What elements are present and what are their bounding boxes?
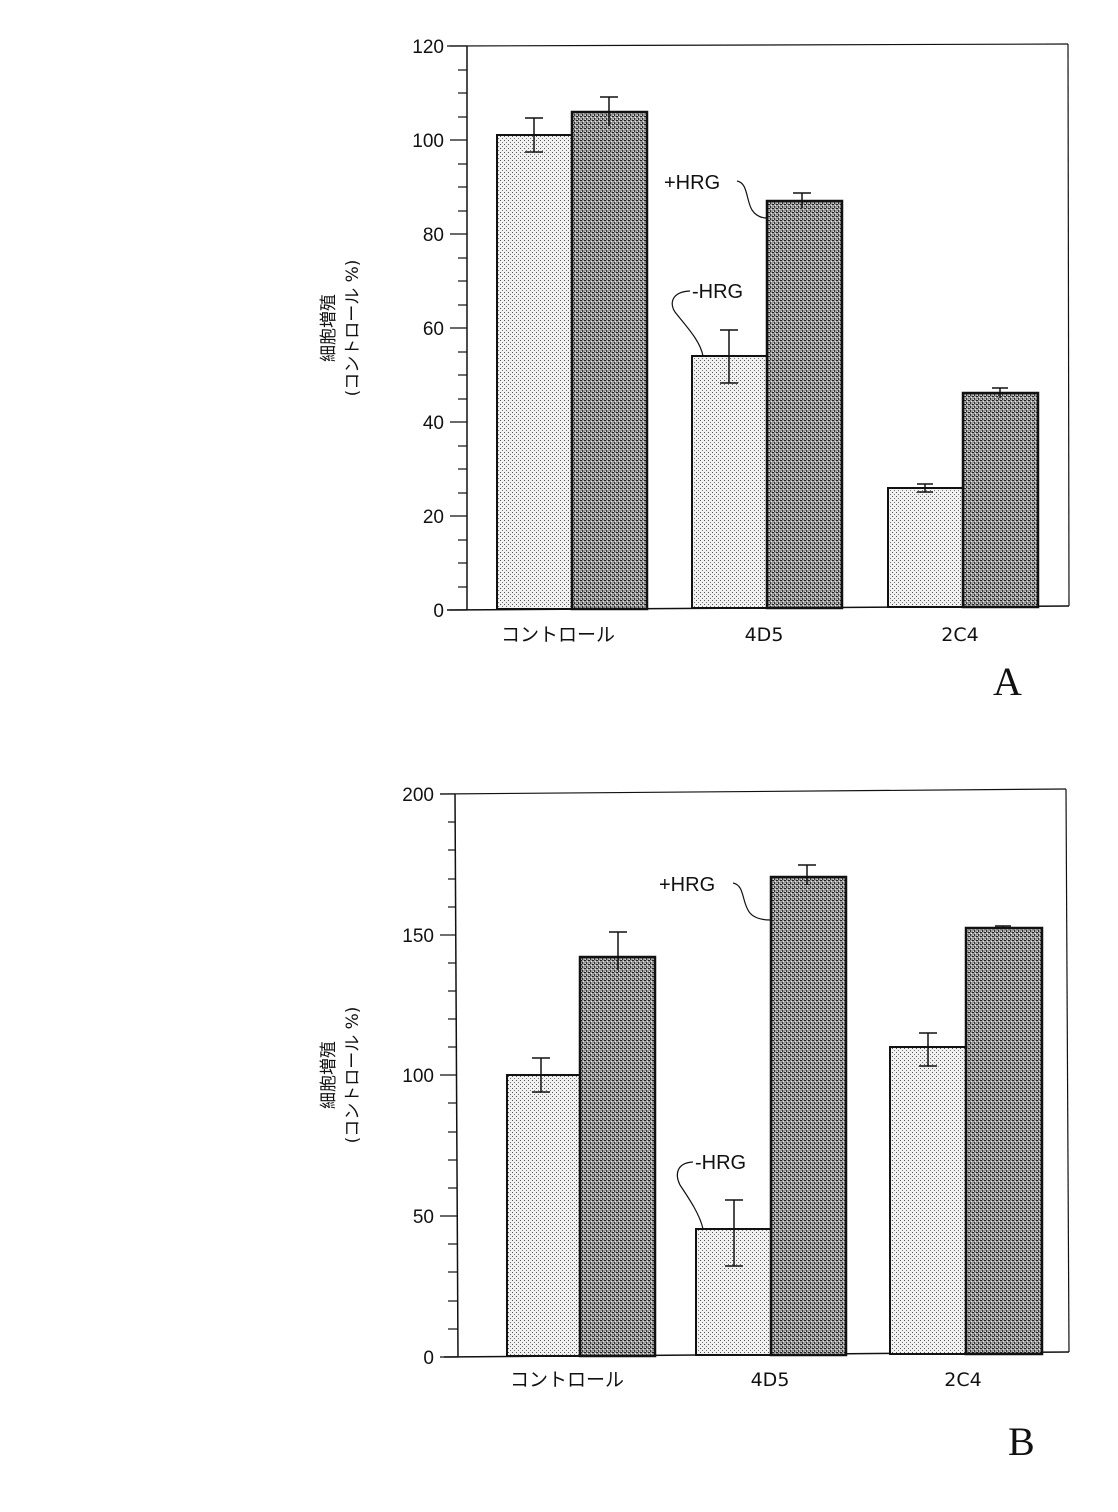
bar-2c4-minus-hrg bbox=[890, 1047, 966, 1354]
y-axis-label: 細胞増殖 (コントロール %) bbox=[319, 1007, 363, 1144]
x-category-label: 4D5 bbox=[751, 1369, 790, 1391]
bar-4d5-minus-hrg bbox=[692, 356, 767, 608]
svg-text:(コントロール %): (コントロール %) bbox=[343, 260, 363, 397]
y-tick-label: 80 bbox=[423, 225, 444, 246]
svg-text:(コントロール %): (コントロール %) bbox=[343, 1007, 363, 1144]
bar-4d5-plus-hrg bbox=[771, 877, 846, 1355]
x-category-label: 4D5 bbox=[745, 624, 784, 646]
svg-text:細胞増殖: 細胞増殖 bbox=[319, 1041, 339, 1109]
y-tick-label: 40 bbox=[423, 413, 444, 434]
plot-frame-top bbox=[440, 789, 1066, 794]
y-axis-label: 細胞増殖 (コントロール %) bbox=[319, 260, 363, 397]
panel-letter-a: A bbox=[993, 659, 1022, 704]
bar-control-minus-hrg bbox=[507, 1075, 580, 1356]
y-tick-label: 200 bbox=[402, 785, 434, 806]
bar-2c4-plus-hrg bbox=[966, 928, 1042, 1354]
plus-hrg-annotation: +HRG bbox=[659, 874, 715, 896]
plot-frame-top bbox=[447, 44, 1068, 46]
chart-panel-b: 0 50 100 150 200 細胞増殖 (コントロール %) +HRG -H… bbox=[319, 785, 1069, 1464]
chart-panel-a: 0 20 40 60 80 100 120 細胞増殖 (コントロール %) bbox=[319, 37, 1069, 704]
minus-hrg-annotation: -HRG bbox=[692, 281, 743, 303]
bar-2c4-plus-hrg bbox=[963, 393, 1038, 607]
y-ticks bbox=[450, 46, 467, 610]
bar-control-plus-hrg bbox=[572, 112, 647, 609]
plus-hrg-annotation: +HRG bbox=[664, 172, 720, 194]
bar-control-minus-hrg bbox=[497, 135, 572, 609]
x-category-label: 2C4 bbox=[944, 1369, 981, 1391]
svg-text:細胞増殖: 細胞増殖 bbox=[319, 294, 339, 362]
y-tick-label: 150 bbox=[402, 926, 434, 947]
figure: 0 20 40 60 80 100 120 細胞増殖 (コントロール %) bbox=[0, 0, 1118, 1512]
bar-control-plus-hrg bbox=[580, 957, 655, 1356]
y-tick-label: 50 bbox=[413, 1207, 434, 1228]
y-tick-label: 100 bbox=[412, 131, 444, 152]
y-tick-label: 20 bbox=[423, 507, 444, 528]
y-tick-label: 0 bbox=[423, 1348, 434, 1369]
x-category-label: 2C4 bbox=[941, 624, 978, 646]
y-ticks bbox=[440, 794, 458, 1357]
plus-hrg-leader-line bbox=[737, 181, 767, 218]
y-tick-label: 120 bbox=[412, 37, 444, 58]
y-tick-label: 60 bbox=[423, 319, 444, 340]
plus-hrg-leader-line bbox=[733, 883, 771, 920]
bar-4d5-plus-hrg bbox=[767, 201, 842, 608]
minus-hrg-annotation: -HRG bbox=[695, 1152, 746, 1174]
x-category-label: コントロール bbox=[501, 624, 615, 646]
x-category-label: コントロール bbox=[510, 1369, 624, 1391]
panel-letter-b: B bbox=[1008, 1419, 1035, 1464]
bar-2c4-minus-hrg bbox=[888, 488, 963, 607]
y-tick-label: 0 bbox=[433, 601, 444, 622]
plot-frame-right bbox=[1068, 44, 1069, 606]
y-tick-label: 100 bbox=[402, 1066, 434, 1087]
plot-frame-right bbox=[1066, 789, 1069, 1352]
